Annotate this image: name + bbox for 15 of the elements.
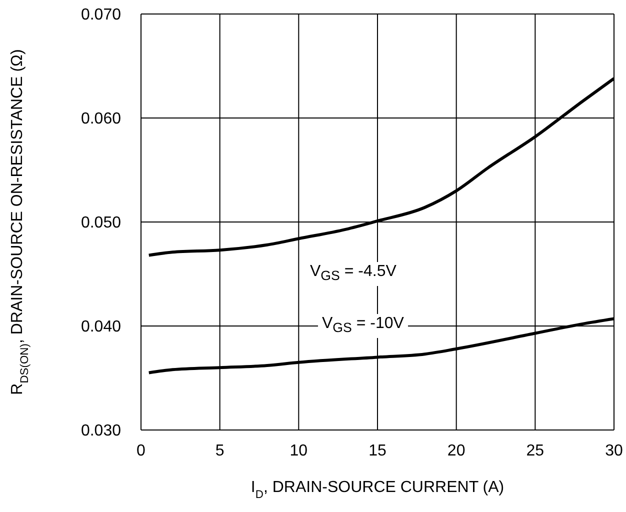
y-tick-label: 0.060: [80, 110, 122, 128]
x-tick-label: 15: [368, 442, 386, 460]
x-tick-label: 20: [447, 442, 466, 460]
annotation: V$_{GS}$ = -10V: [318, 314, 408, 338]
x-axis-title: I$_{D}$, DRAIN-SOURCE CURRENT (A): [250, 479, 504, 501]
annotation: V$_{GS}$ = -4.5V: [306, 262, 400, 286]
x-tick-label: 10: [290, 442, 308, 460]
y-tick-label: 0.040: [80, 318, 122, 336]
x-tick-label: 5: [215, 442, 224, 460]
y-tick-label: 0.030: [80, 422, 122, 440]
x-tick-label: 30: [605, 442, 623, 460]
y-tick-label: 0.050: [80, 214, 122, 232]
y-tick-label: 0.070: [80, 6, 122, 24]
x-tick-label: 25: [526, 442, 544, 460]
x-tick-label: 0: [136, 442, 146, 460]
